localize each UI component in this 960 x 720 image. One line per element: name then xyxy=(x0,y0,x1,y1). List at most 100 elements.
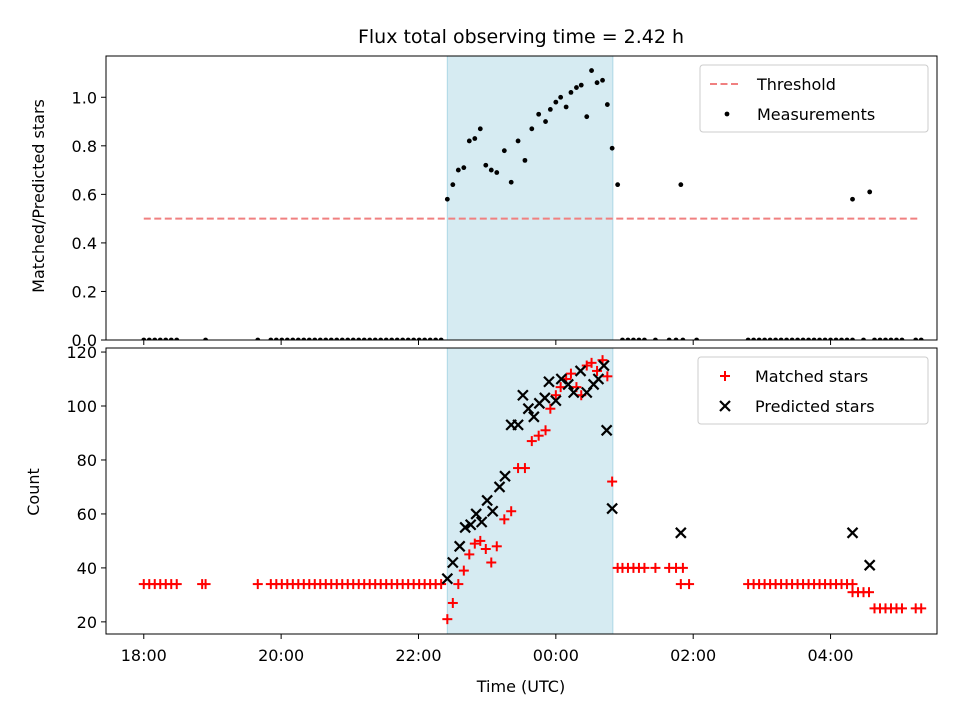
measurement-point xyxy=(472,136,478,141)
measurement-point xyxy=(600,77,605,83)
legend-top: Threshold Measurements xyxy=(699,64,929,133)
measurement-point xyxy=(620,337,625,340)
measurement-point xyxy=(822,337,828,340)
matched-star-point xyxy=(545,403,556,414)
bottom-y-axis-label: Count xyxy=(24,468,43,516)
matched-star-point xyxy=(684,579,695,590)
measurement-point xyxy=(609,145,615,151)
measurement-point xyxy=(255,337,261,340)
measurement-point xyxy=(784,337,789,340)
matched-star-point xyxy=(491,541,502,552)
matched-star-point xyxy=(436,579,447,590)
measurement-point xyxy=(673,337,679,340)
measurement-point xyxy=(653,337,658,340)
matched-star-point xyxy=(499,514,510,525)
measurement-point xyxy=(529,126,535,132)
matched-star-point xyxy=(864,587,875,598)
measurement-point xyxy=(317,337,323,340)
top-y-axis-label: Matched/Predicted stars xyxy=(29,99,48,293)
measurement-point xyxy=(350,337,356,340)
measurement-point xyxy=(536,111,542,117)
measurement-point xyxy=(751,337,757,340)
measurement-point xyxy=(328,337,334,340)
matched-star-point xyxy=(896,603,907,614)
y-tick-label-top: 0.6 xyxy=(72,185,97,204)
predicted-star-point xyxy=(522,402,535,415)
measurement-point xyxy=(789,337,795,340)
matched-star-point xyxy=(592,365,603,376)
matched-star-point xyxy=(607,476,618,487)
measurement-point xyxy=(203,337,208,340)
measurement-point xyxy=(767,337,773,340)
measurement-point xyxy=(444,196,450,202)
predicted-star-point xyxy=(863,559,876,571)
measurement-point xyxy=(466,138,472,144)
measurement-point xyxy=(839,337,844,340)
measurement-point xyxy=(563,104,569,110)
predicted-star-point xyxy=(574,365,587,377)
matched-star-point xyxy=(171,579,182,590)
measurement-point xyxy=(625,337,631,340)
measurement-point xyxy=(795,337,800,340)
predicted-star-point xyxy=(543,375,555,388)
measurement-point xyxy=(680,337,686,340)
measurement-point xyxy=(416,337,422,340)
measurement-point xyxy=(817,337,822,340)
measurement-point xyxy=(494,170,500,175)
y-tick-label-top: 1.0 xyxy=(72,88,97,107)
measurement-point xyxy=(427,337,433,340)
measurement-point xyxy=(773,337,779,340)
chart-title: Flux total observing time = 2.42 h xyxy=(358,26,684,48)
measurement-point xyxy=(547,107,553,112)
measurement-point xyxy=(762,337,768,340)
x-tick-label: 18:00 xyxy=(121,646,167,665)
measurement-point xyxy=(483,162,489,168)
x-tick-label: 20:00 xyxy=(258,646,304,665)
matched-star-point xyxy=(486,557,497,568)
measurement-point xyxy=(295,337,301,340)
measurement-point xyxy=(273,337,279,340)
x-tick-label: 00:00 xyxy=(533,646,579,665)
measurement-point xyxy=(339,337,345,340)
matched-star-point xyxy=(475,535,486,546)
measurement-point xyxy=(578,82,584,88)
measurement-point xyxy=(438,337,444,340)
measurement-point xyxy=(323,337,329,340)
predicted-star-point xyxy=(846,527,859,539)
legend-measurements-key xyxy=(724,111,730,117)
measurement-point xyxy=(894,337,899,340)
measurement-point xyxy=(522,157,528,163)
matched-star-point xyxy=(458,565,469,576)
y-tick-label-bottom: 120 xyxy=(66,343,97,362)
measurement-point xyxy=(168,337,174,340)
predicted-star-point xyxy=(464,518,477,531)
measurement-point xyxy=(361,337,367,340)
measurement-point xyxy=(501,148,507,154)
predicted-star-point xyxy=(453,540,466,553)
predicted-star-point xyxy=(481,494,493,507)
x-tick-label: 02:00 xyxy=(670,646,716,665)
measurement-point xyxy=(568,90,574,95)
measurement-point xyxy=(312,337,318,340)
matched-star-point xyxy=(639,562,650,573)
measurement-point xyxy=(488,167,494,173)
measurement-point xyxy=(553,99,559,105)
matched-star-point xyxy=(442,614,453,625)
measurement-point xyxy=(883,337,888,340)
measurement-point xyxy=(888,337,894,340)
measurement-point xyxy=(642,337,647,340)
measurement-point xyxy=(694,337,700,340)
matched-star-point xyxy=(469,538,480,549)
predicted-star-point xyxy=(539,392,551,404)
y-tick-label-top: 0.4 xyxy=(72,234,97,253)
predicted-star-point xyxy=(528,411,540,423)
axes-frame-top xyxy=(105,55,938,341)
measurement-point xyxy=(558,94,564,100)
count-panel: 20 40 60 80 100 120 18:00 20:00 22:00 00:00 02:00 0… xyxy=(66,343,938,665)
observing-window-top xyxy=(446,55,614,341)
matched-star-point xyxy=(526,436,537,447)
measurement-point xyxy=(515,138,521,144)
measurement-point xyxy=(367,337,373,340)
measurement-point xyxy=(306,337,312,340)
measurement-point xyxy=(833,337,839,340)
